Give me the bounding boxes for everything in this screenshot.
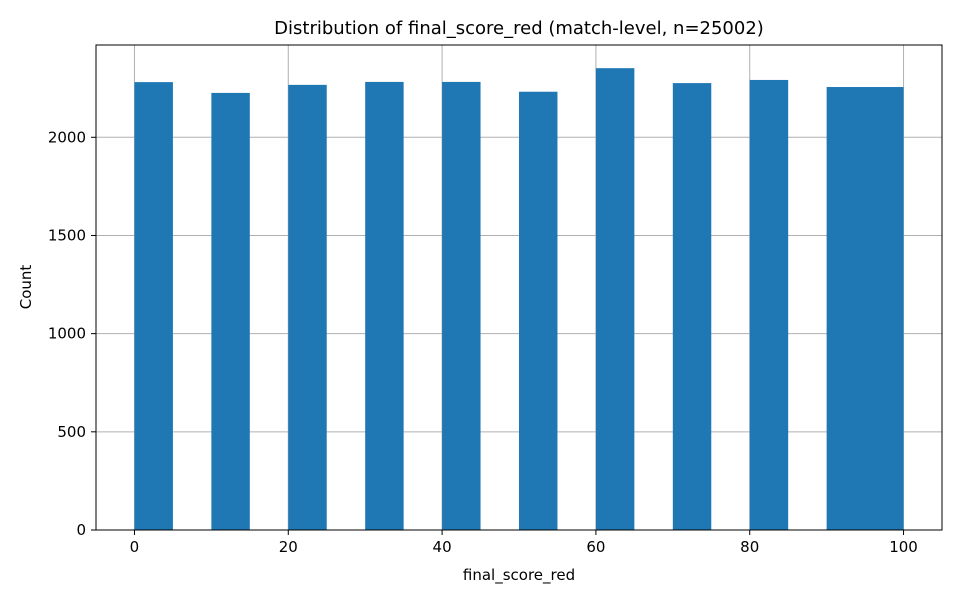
y-tick-label: 2000 [48,128,86,146]
histogram-bar [826,87,904,531]
y-tick-label: 1500 [48,226,86,244]
y-axis-title: Count [17,265,35,310]
x-tick-label: 100 [889,538,918,556]
plot-frame [95,44,943,531]
bars-layer [134,68,904,531]
histogram-bar [288,84,327,530]
histogram-bar [211,92,250,530]
histogram-bar [749,79,789,530]
chart-title: Distribution of final_score_red (match-l… [274,18,764,39]
y-tick-label: 500 [57,423,86,441]
histogram-bar [365,81,404,530]
x-tick-label: 0 [130,538,140,556]
x-tick-label: 80 [740,538,759,556]
histogram-bar [595,68,635,530]
x-axis-title: final_score_red [463,566,575,585]
x-tick-label: 40 [433,538,452,556]
histogram-bar [442,81,481,530]
y-tick-label: 1000 [48,325,86,343]
x-tick-label: 20 [279,538,298,556]
y-tick-label: 0 [76,521,86,539]
x-tick-label: 60 [586,538,605,556]
histogram-bar [672,83,712,531]
histogram-bar [519,91,558,531]
histogram-bar [134,82,173,531]
